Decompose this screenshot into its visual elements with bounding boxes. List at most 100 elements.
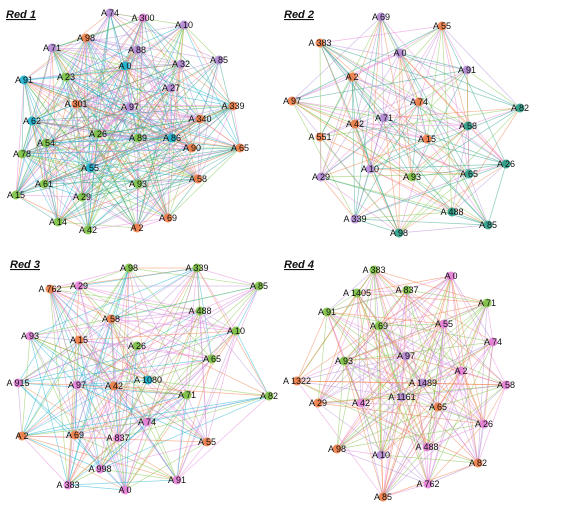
node-marker [166,83,176,93]
edge [291,16,382,102]
edge [382,462,479,498]
edge [291,100,356,220]
node-marker [105,8,115,18]
edge [23,12,111,81]
edge [380,16,413,178]
edge [343,360,485,425]
node-label: A 1161 [388,392,415,402]
edge [43,147,241,185]
edge [78,339,115,387]
edge [74,385,115,436]
edge [427,406,439,485]
edge [129,106,241,149]
edge [477,384,507,464]
edge [15,142,47,196]
node-label: A 71 [375,113,393,123]
edge [336,360,345,450]
edge [317,323,445,404]
node-label: A 71 [43,43,61,53]
edge [45,133,99,144]
edge [57,147,193,223]
edge [382,396,403,498]
edge [320,176,356,220]
node-marker [287,96,297,106]
edge [65,24,185,78]
node-label: A 1322 [283,376,311,386]
edge [23,79,169,219]
edge [87,217,169,231]
edge [380,406,439,456]
edge [51,47,138,51]
edge [468,163,507,175]
node-label: A 762 [38,284,61,294]
edge [67,345,138,486]
edge [199,118,241,149]
node-label: A 10 [175,20,193,30]
edge [336,355,407,450]
node-marker [394,228,404,238]
edge [343,325,380,362]
edge [15,79,25,196]
node-label: A 74 [138,417,156,427]
edge [343,323,445,362]
edge [15,194,89,231]
node-label: A 98 [77,33,95,43]
edge [23,79,131,108]
node-label: A 58 [497,380,515,390]
edge [17,358,213,384]
edge [43,178,199,185]
node-label: A 383 [56,480,79,490]
edge [113,385,178,481]
edge [356,289,408,294]
edge [383,107,521,119]
node-marker [85,163,95,173]
edge [49,288,69,486]
edge [137,118,201,139]
edge [369,168,400,234]
edge [422,370,462,384]
edge [437,275,452,408]
node-marker [74,281,84,291]
edge [17,382,76,436]
edge [351,52,401,78]
edge [383,117,507,165]
edge [183,24,241,149]
edge [466,69,521,109]
node-label: A 55 [433,21,451,31]
edge [74,395,270,436]
node-marker [376,12,386,22]
edge [15,12,111,196]
node-label: A 74 [484,337,502,347]
node-marker [313,398,323,408]
edge [451,163,507,213]
edge [418,101,489,226]
edge [45,118,201,144]
edge [142,17,234,107]
edge [21,153,169,219]
edge [99,441,208,470]
edge [199,310,270,397]
edge [427,462,479,485]
edge [85,37,172,89]
node-marker [63,480,73,490]
edge [81,147,241,198]
edge [110,318,237,332]
edge [137,137,169,219]
edge [422,275,452,384]
edge [296,380,403,398]
edge [110,318,148,423]
edge [43,183,59,223]
node-marker [422,442,432,452]
edge [319,42,469,127]
edge [137,105,234,139]
node-label: A 2 [454,366,467,376]
node-marker [109,381,119,391]
edge [211,330,237,360]
node-marker [315,132,325,142]
edge [411,176,453,213]
node-marker [414,97,424,107]
node-label: A 82 [511,103,529,113]
edge [75,103,234,107]
node-label: A 55 [81,163,99,173]
edge [426,446,479,464]
